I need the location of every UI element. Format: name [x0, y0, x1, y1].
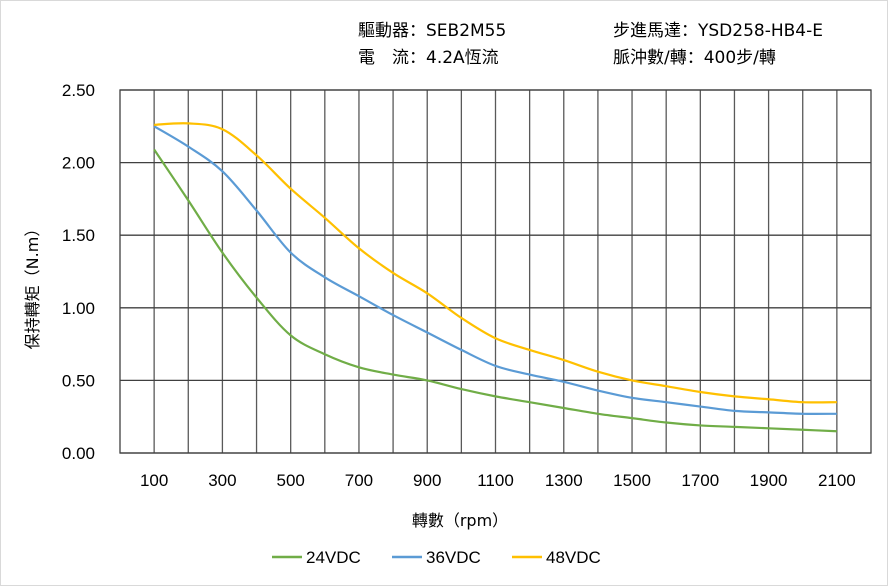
- y-tick-label: 0.00: [62, 444, 95, 463]
- y-tick-label: 1.00: [62, 299, 95, 318]
- x-tick-label: 1700: [681, 471, 719, 490]
- y-axis-label: 保持轉矩（N.m）: [23, 221, 42, 350]
- motor-label: 步進馬達：: [613, 21, 698, 41]
- x-tick-label: 100: [140, 471, 168, 490]
- pulse-label: 脈沖數/轉：: [613, 48, 704, 68]
- x-tick-label: 500: [276, 471, 304, 490]
- driver-info: 驅動器：SEB2M55: [358, 16, 506, 41]
- x-tick-label: 1100: [477, 471, 514, 490]
- current-info: 電 流：4.2A恆流: [358, 43, 499, 68]
- y-tick-label: 0.50: [62, 371, 95, 390]
- motor-info: 步進馬達：YSD258-HB4-E: [613, 16, 823, 41]
- grid: [119, 89, 872, 454]
- pulse-info: 脈沖數/轉：400步/轉: [613, 43, 776, 68]
- current-label: 電 流：: [358, 48, 426, 68]
- series-line-48VDC: [154, 122, 837, 404]
- legend-label: 24VDC: [306, 548, 361, 567]
- current-value: 4.2A恆流: [426, 48, 499, 68]
- driver-label: 驅動器：: [358, 21, 426, 41]
- pulse-value: 400步/轉: [703, 48, 776, 68]
- x-tick-label: 900: [413, 471, 441, 490]
- y-tick-label: 1.50: [62, 226, 95, 245]
- y-tick-label: 2.50: [62, 81, 95, 100]
- x-tick-label: 2100: [818, 471, 856, 490]
- series-lines: [153, 122, 837, 433]
- driver-value: SEB2M55: [426, 21, 507, 41]
- legend: 24VDC 36VDC 48VDC: [272, 548, 601, 567]
- series-line-24VDC: [153, 148, 837, 433]
- y-tick-label: 2.00: [62, 154, 95, 173]
- legend-label: 36VDC: [426, 548, 481, 567]
- motor-value: YSD258-HB4-E: [698, 21, 823, 41]
- x-tick-label: 300: [208, 471, 236, 490]
- legend-label: 48VDC: [546, 548, 601, 567]
- x-tick-label: 1500: [613, 471, 651, 490]
- x-tick-label: 1900: [750, 471, 788, 490]
- x-axis-label: 轉數（rpm）: [412, 511, 508, 530]
- series-line-36VDC: [153, 125, 837, 416]
- x-tick-label: 700: [345, 471, 373, 490]
- plot-border: [119, 89, 872, 454]
- x-tick-label: 1300: [545, 471, 583, 490]
- tick-labels: 0.00 0.50 1.00 1.50 2.00 2.50 100 300 500 700 900 1…: [62, 81, 856, 490]
